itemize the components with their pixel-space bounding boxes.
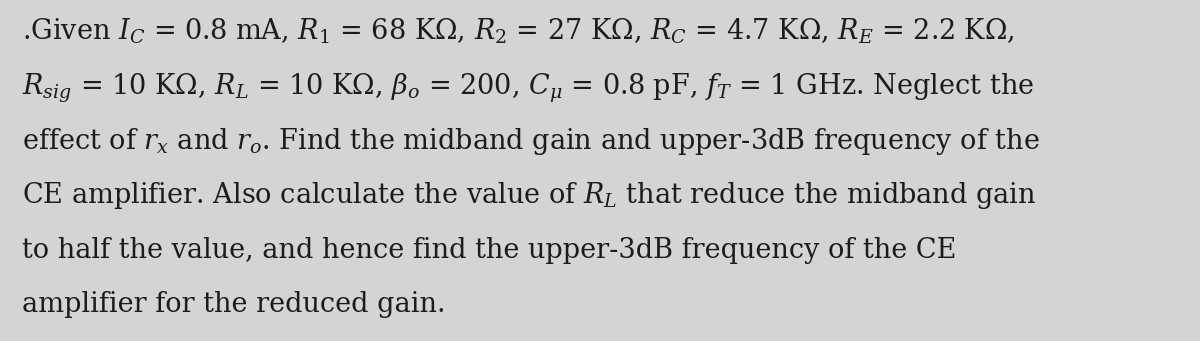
Text: effect of $r_x$ and $r_o$. Find the midband gain and upper-3dB frequency of the: effect of $r_x$ and $r_o$. Find the midb…	[22, 126, 1039, 157]
Text: CE amplifier. Also calculate the value of $R_L$ that reduce the midband gain: CE amplifier. Also calculate the value o…	[22, 180, 1036, 211]
Text: .Given $I_C$ = 0.8 mA, $R_1$ = 68 K$\Omega$, $R_2$ = 27 K$\Omega$, $R_C$ = 4.7 K: .Given $I_C$ = 0.8 mA, $R_1$ = 68 K$\Ome…	[22, 16, 1014, 46]
Text: amplifier for the reduced gain.: amplifier for the reduced gain.	[22, 291, 445, 318]
Text: $R_{sig}$ = 10 K$\Omega$, $R_L$ = 10 K$\Omega$, $\beta_o$ = 200, $C_{\mu}$ = 0.8: $R_{sig}$ = 10 K$\Omega$, $R_L$ = 10 K$\…	[22, 72, 1033, 105]
Text: to half the value, and hence find the upper-3dB frequency of the CE: to half the value, and hence find the up…	[22, 237, 956, 264]
